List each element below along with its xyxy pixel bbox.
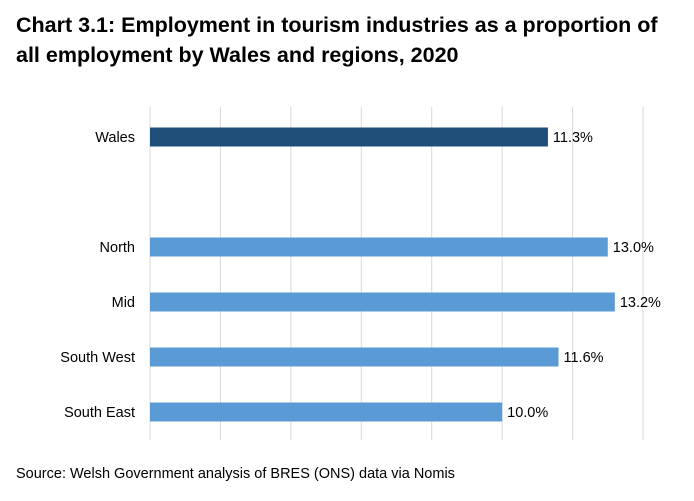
bar-south-east bbox=[150, 402, 503, 422]
data-label-wales: 11.3% bbox=[553, 130, 593, 146]
category-label-wales: Wales bbox=[95, 130, 135, 146]
category-label-mid: Mid bbox=[112, 295, 135, 311]
chart-source: Source: Welsh Government analysis of BRE… bbox=[16, 466, 455, 482]
data-label-south-east: 10.0% bbox=[507, 405, 548, 421]
bars bbox=[150, 127, 615, 422]
bar-north bbox=[150, 237, 608, 257]
data-label-north: 13.0% bbox=[613, 240, 654, 256]
category-labels: Wales North Mid South West South East bbox=[60, 130, 135, 421]
category-label-north: North bbox=[100, 240, 135, 256]
gridlines bbox=[149, 107, 644, 440]
bar-wales bbox=[150, 127, 548, 147]
data-labels: 11.3% 13.0% 13.2% 11.6% 10.0% bbox=[507, 130, 661, 421]
category-label-south-west: South West bbox=[60, 350, 135, 366]
data-label-mid: 13.2% bbox=[620, 295, 661, 311]
bar-south-west bbox=[150, 347, 559, 367]
bar-mid bbox=[150, 292, 615, 312]
data-label-south-west: 11.6% bbox=[563, 350, 603, 366]
chart-title: Chart 3.1: Employment in tourism industr… bbox=[16, 13, 658, 67]
category-label-south-east: South East bbox=[64, 405, 135, 421]
